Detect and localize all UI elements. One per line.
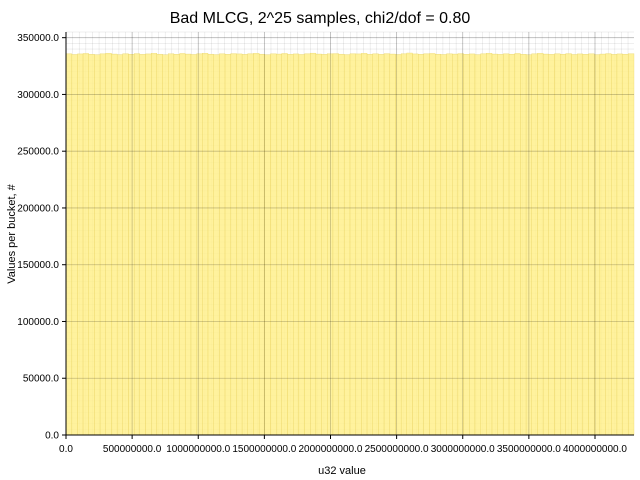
bars [65,52,635,436]
y-tick-label: 0.0 [45,431,59,442]
histogram-bar [537,53,544,436]
histogram-bar [99,53,106,436]
histogram-bar [82,53,89,436]
histogram-bar [105,53,112,436]
histogram-bar [310,52,317,436]
histogram-bar [628,53,635,436]
histogram-bar [588,53,595,436]
y-tick-label: 250000.0 [17,147,59,158]
y-tick-label: 100000.0 [17,317,59,328]
y-axis-label: Values per bucket, # [6,183,18,283]
histogram-bar [565,53,572,436]
histogram-bar [230,53,237,436]
x-tick-label: 3500000000.0 [497,444,561,455]
histogram-bar [253,53,260,436]
histogram-bar [605,53,612,436]
histogram-bar [531,53,538,436]
histogram-bar [503,53,510,436]
histogram-bar [429,53,436,436]
x-tick-label: 4000000000.0 [563,444,627,455]
histogram-bar [304,53,311,436]
x-tick-label: 2000000000.0 [299,444,363,455]
histogram-bar [151,53,158,436]
histogram-bar [514,53,521,436]
histogram-bar [372,53,379,436]
x-axis-ticks: 0.0 500000000.0 1000000000.0 1500000000.0 20… [59,435,627,455]
y-tick-label: 300000.0 [17,90,59,101]
histogram-bar [423,53,430,436]
histogram-bar [236,53,243,436]
histogram-bar [168,53,175,436]
histogram-bar [616,53,623,436]
histogram-bar [270,53,277,436]
histogram-bar [202,53,209,436]
x-tick-label: 3000000000.0 [431,444,495,455]
x-tick-label: 1000000000.0 [166,444,230,455]
histogram-bar [383,53,390,436]
histogram-bar [247,53,254,436]
x-tick-label: 0.0 [59,444,73,455]
histogram-bar [486,53,493,436]
y-tick-label: 350000.0 [17,33,59,44]
histogram-bar [361,53,368,436]
y-axis-ticks: 0.0 50000.0 100000.0 150000.0 200000.0 250000… [17,33,66,442]
histogram-bar [577,53,584,436]
y-tick-label: 150000.0 [17,260,59,271]
chart-title: Bad MLCG, 2^25 samples, chi2/dof = 0.80 [170,10,471,27]
x-tick-label: 500000000.0 [103,444,162,455]
x-axis-label: u32 value [318,465,366,477]
histogram-bar [554,53,561,436]
histogram-bar [469,53,476,436]
x-tick-label: 2500000000.0 [365,444,429,455]
histogram-bar [400,53,407,436]
histogram-bar [446,53,453,436]
histogram-bar [281,53,288,436]
histogram-bar [355,53,362,436]
histogram-bar [406,52,413,436]
histogram-bar [480,53,487,436]
histogram-bar [77,53,84,436]
y-tick-label: 50000.0 [23,374,60,385]
histogram-bar [196,53,203,436]
histogram-bar [134,53,140,436]
y-tick-label: 200000.0 [17,203,59,214]
histogram-bar [179,53,186,436]
axes [65,32,634,436]
histogram-bar [332,53,339,436]
x-tick-label: 1500000000.0 [232,444,296,455]
histogram-bar [122,53,129,436]
histogram-bar [412,53,419,436]
histogram-bar [349,53,356,436]
histogram-bar [293,53,300,436]
histogram-bar [219,53,226,436]
histogram-bar [65,53,72,436]
histogram-bar [145,53,152,436]
